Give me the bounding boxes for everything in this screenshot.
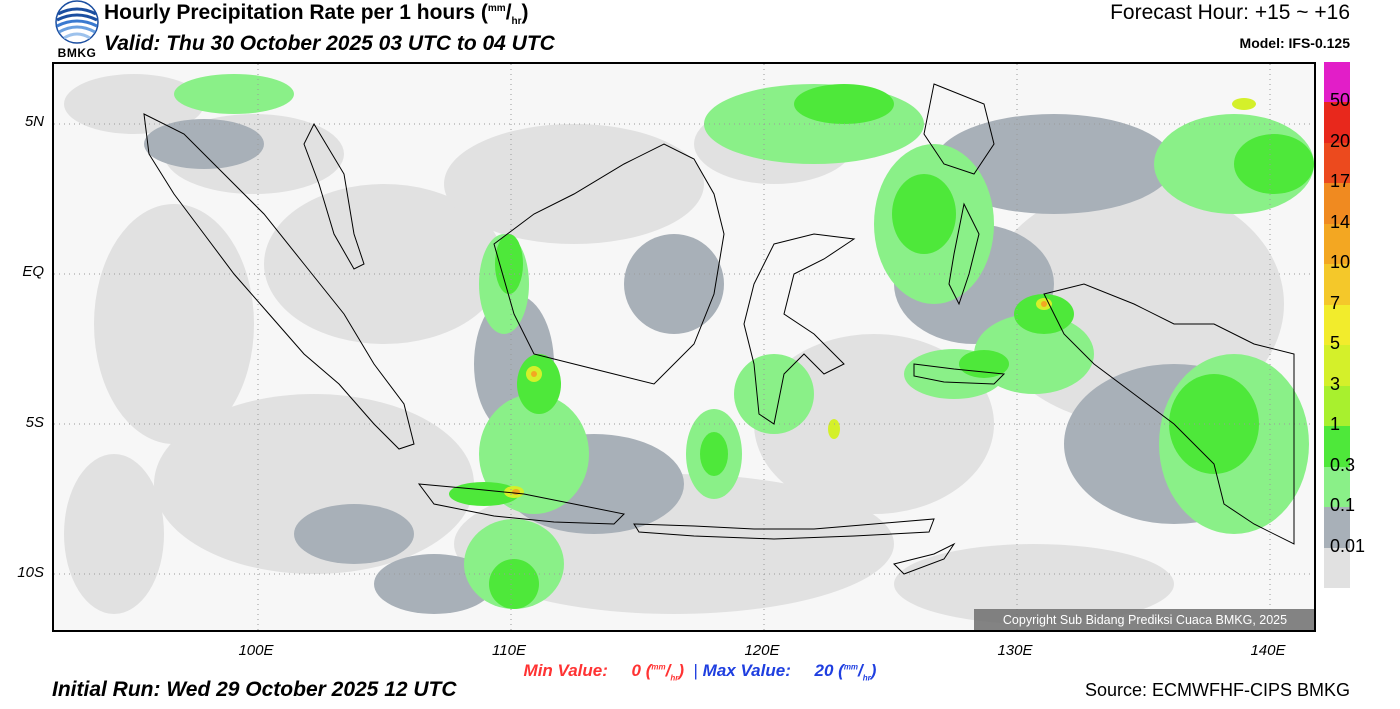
model-label: Model: IFS-0.125: [1239, 35, 1350, 51]
max-value: 20: [814, 661, 834, 680]
max-value-label: Max Value:: [702, 661, 791, 680]
forecast-hour: Forecast Hour: +15 ~ +16: [1110, 1, 1350, 24]
graticule: [54, 64, 1314, 630]
legend-swatch: [1324, 426, 1350, 468]
lat-label-5s: 5S: [25, 414, 44, 431]
max-value-unit: (mm/hr): [838, 661, 877, 683]
legend-swatch: [1324, 507, 1350, 549]
papua-outline: [1043, 283, 1295, 545]
valid-time: Valid: Thu 30 October 2025 03 UTC to 04 …: [104, 32, 555, 55]
legend-label: 0.3: [1330, 454, 1356, 475]
min-value-label: Min Value:: [523, 661, 608, 680]
bmkg-logo: [52, 0, 102, 60]
lat-label-5n: 5N: [24, 113, 44, 130]
seram-outline: [913, 363, 1006, 385]
mindanao-outline: [923, 83, 995, 175]
lon-label-130e: 130E: [997, 642, 1033, 659]
legend-label: 5: [1330, 333, 1341, 354]
legend-label: 3: [1330, 373, 1341, 394]
legend-swatch: [1324, 264, 1350, 306]
min-value: 0: [631, 661, 642, 680]
legend-swatch: [1324, 466, 1350, 508]
legend-swatch: [1324, 304, 1350, 346]
min-value-unit: (mm/hr): [645, 661, 685, 683]
value-separator: |: [693, 661, 698, 680]
malay-peninsula-outline: [303, 122, 365, 270]
legend-label: 0.1: [1330, 495, 1356, 516]
color-legend: [1324, 62, 1350, 589]
sumatra-outline: [143, 113, 415, 450]
lon-label-120e: 120E: [744, 642, 780, 659]
legend-swatch: [1324, 345, 1350, 387]
map-canvas: [54, 64, 1314, 630]
lat-label-eq: EQ: [22, 263, 44, 280]
legend-swatch: [1324, 142, 1350, 184]
legend-label: 14: [1330, 211, 1351, 232]
legend-swatch: [1324, 547, 1350, 589]
lon-label-100e: 100E: [238, 642, 274, 659]
legend-label: 0.01: [1330, 535, 1366, 556]
legend-label: 7: [1330, 292, 1341, 313]
initial-run: Initial Run: Wed 29 October 2025 12 UTC: [52, 678, 457, 701]
legend-label: 10: [1330, 252, 1351, 273]
legend-swatch: [1324, 385, 1350, 427]
legend-label: 17: [1330, 171, 1351, 192]
data-source: Source: ECMWFHF-CIPS BMKG: [1084, 680, 1350, 700]
coastlines: [143, 83, 1295, 575]
halmahera-outline: [948, 202, 980, 306]
timor-outline: [893, 542, 956, 575]
lesser-sunda-outline: [633, 518, 935, 540]
min-max-values: Min Value: 0 (mm/hr) | Max Value: 20 (mm…: [0, 661, 1400, 682]
copyright-notice: Copyright Sub Bidang Prediksi Cuaca BMKG…: [974, 609, 1314, 630]
chart-title: Hourly Precipitation Rate per 1 hours (m…: [104, 1, 529, 28]
precipitation-map: Copyright Sub Bidang Prediksi Cuaca BMKG…: [52, 62, 1316, 632]
legend-swatch: [1324, 183, 1350, 225]
java-outline: [417, 483, 626, 525]
sulawesi-outline: [743, 233, 856, 425]
legend-swatch: [1324, 223, 1350, 265]
legend-label: 20: [1330, 130, 1351, 151]
lon-label-110e: 110E: [492, 642, 526, 659]
legend-label: 1: [1330, 414, 1341, 435]
lon-label-140e: 140E: [1250, 642, 1286, 659]
legend-swatch: [1324, 62, 1350, 103]
lat-label-10s: 10S: [17, 564, 44, 581]
logo-text: BMKG: [57, 46, 97, 60]
legend-swatch: [1324, 102, 1350, 144]
borneo-outline: [493, 143, 725, 385]
legend-label: 50: [1330, 90, 1351, 111]
